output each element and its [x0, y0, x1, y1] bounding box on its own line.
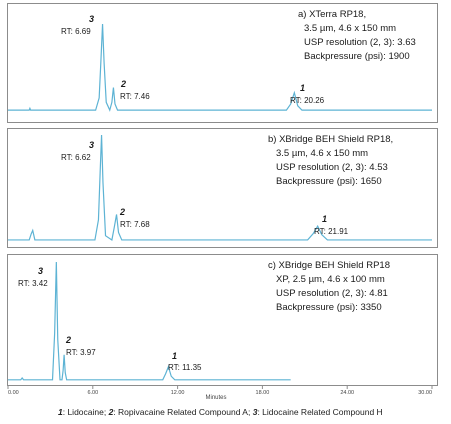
panel-b-peak-1-number: 1 [322, 214, 327, 224]
legend-compound-2: : Ropivacaine Related Compound A; [113, 407, 253, 417]
panel-c-column-spec: XP, 2.5 µm, 4.6 x 100 mm [276, 274, 385, 285]
panel-b-frame [7, 128, 438, 248]
panel-a-peak-2-rt: RT: 7.46 [120, 92, 150, 101]
panel-a-header: a) XTerra RP18, 3.5 µm, 4.6 x 150 mm USP… [298, 9, 416, 62]
panel-a-peak-1-rt: RT: 20.26 [290, 96, 325, 105]
chromatogram-trace-c [8, 261, 291, 381]
panel-c-column-name: c) XBridge BEH Shield RP18 [268, 260, 390, 271]
x-tick-label: 30.00 [418, 390, 432, 396]
panel-c-peak-1-rt: RT: 11.35 [168, 363, 202, 372]
panel-a-backpressure: Backpressure (psi): 1900 [304, 51, 410, 62]
panel-a-peak-3-number: 3 [89, 14, 94, 24]
panel-c-peak-2-rt: RT: 3.97 [66, 348, 96, 357]
panel-a-column-name: a) XTerra RP18, [298, 9, 366, 20]
chromatogram-trace-b [8, 134, 432, 241]
panel-c-backpressure: Backpressure (psi): 3350 [276, 302, 382, 313]
legend-number-2: 2 [108, 407, 114, 417]
panel-b-peak-3-rt: RT: 6.62 [61, 153, 91, 162]
x-tick-label: 18.00 [256, 390, 270, 396]
compound-legend: 1: Lidocaine; 2: Ropivacaine Related Com… [58, 407, 383, 417]
x-tick-label: 12.00 [171, 390, 185, 396]
x-tick-label: 0.00 [8, 390, 19, 396]
panel-a-peak-2-number: 2 [120, 79, 126, 89]
panel-b-peak-3-number: 3 [89, 140, 94, 150]
panel-b-peak-1-rt: RT: 21.91 [314, 227, 349, 236]
panel-b-peak-2-number: 2 [119, 207, 125, 217]
panel-a-resolution: USP resolution (2, 3): 3.63 [304, 37, 416, 48]
panel-b-column-spec: 3.5 µm, 4.6 x 150 mm [276, 148, 368, 159]
panel-c-header: c) XBridge BEH Shield RP18 XP, 2.5 µm, 4… [268, 260, 390, 313]
panel-c-peak-1-number: 1 [172, 351, 177, 361]
panel-b-backpressure: Backpressure (psi): 1650 [276, 176, 382, 187]
x-axis-label: Minutes [205, 395, 226, 401]
x-axis-ticks: 0.00 6.00 12.00 18.00 24.00 30.00 [7, 386, 433, 396]
panel-c-peak-2-number: 2 [65, 335, 71, 345]
legend-number-3: 3 [252, 407, 258, 417]
panel-b-column-name: b) XBridge BEH Shield RP18, [268, 134, 393, 145]
panel-b-header: b) XBridge BEH Shield RP18, 3.5 µm, 4.6 … [268, 134, 393, 187]
chromatogram-trace-a [8, 23, 432, 112]
panel-b-peak-2-rt: RT: 7.68 [120, 220, 150, 229]
panel-a-peak-3-rt: RT: 6.69 [61, 27, 91, 36]
legend-compound-1: : Lidocaine; [62, 407, 109, 417]
legend-compound-3: : Lidocaine Related Compound H [257, 407, 383, 417]
panel-c-frame [7, 254, 438, 386]
x-tick-label: 6.00 [87, 390, 98, 396]
panel-c-peak-3-rt: RT: 3.42 [18, 279, 48, 288]
panel-a-frame [7, 3, 438, 123]
panel-b-resolution: USP resolution (2, 3): 4.53 [276, 162, 388, 173]
x-tick-label: 24.00 [340, 390, 354, 396]
legend-number-1: 1 [58, 407, 63, 417]
panel-a-peak-1-number: 1 [300, 83, 305, 93]
panel-c-peak-3-number: 3 [38, 266, 43, 276]
panel-c-resolution: USP resolution (2, 3): 4.81 [276, 288, 388, 299]
panel-a-column-spec: 3.5 µm, 4.6 x 150 mm [304, 23, 396, 34]
